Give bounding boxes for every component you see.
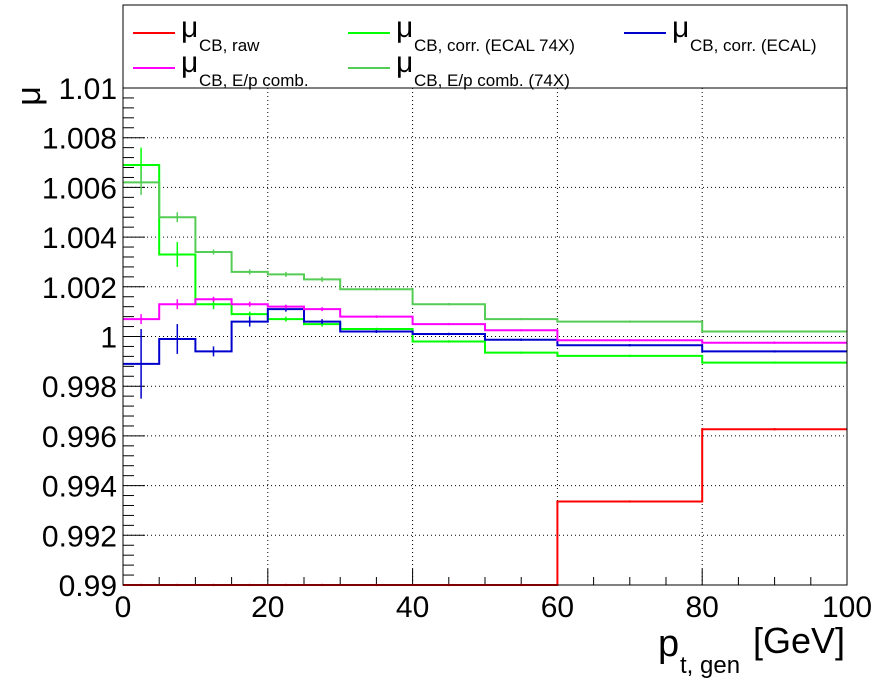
legend-box xyxy=(122,4,848,89)
x-axis-title-sub: t, gen xyxy=(680,652,740,679)
data-point xyxy=(773,361,776,364)
data-point xyxy=(212,250,215,254)
data-point xyxy=(320,320,324,323)
data-point xyxy=(375,288,378,291)
data-point xyxy=(628,343,631,347)
x-axis-title-main: p xyxy=(658,623,679,665)
data-point xyxy=(773,330,776,333)
data-point xyxy=(139,317,143,321)
y-tick-label: 1.004 xyxy=(42,222,117,255)
data-point xyxy=(375,330,378,333)
data-point xyxy=(773,350,776,353)
data-point xyxy=(176,337,179,341)
data-point xyxy=(320,307,324,311)
series-3 xyxy=(123,296,847,344)
legend-label-main: μ xyxy=(396,11,413,44)
x-axis-title-unit: [GeV] xyxy=(753,620,845,661)
data-point xyxy=(176,302,179,306)
data-point xyxy=(447,332,450,336)
legend-label-sub: CB, raw xyxy=(199,36,260,55)
data-point xyxy=(139,181,143,184)
data-point xyxy=(248,312,251,316)
y-tick-label: 1.008 xyxy=(42,123,117,156)
data-point xyxy=(773,427,776,431)
data-point xyxy=(176,253,179,256)
data-point xyxy=(447,340,450,343)
x-tick-label: 20 xyxy=(251,591,284,624)
data-point xyxy=(628,320,631,323)
series-4 xyxy=(123,170,847,333)
data-point xyxy=(212,350,215,353)
data-point xyxy=(176,216,179,219)
data-point xyxy=(320,278,324,281)
data-point xyxy=(447,302,450,306)
data-point xyxy=(139,163,143,167)
legend-label-sub: CB, corr. (ECAL) xyxy=(690,36,817,55)
data-point xyxy=(284,317,288,321)
data-point xyxy=(628,339,631,342)
x-tick-label: 40 xyxy=(396,591,429,624)
data-point xyxy=(447,322,450,326)
legend-label-sub: CB, E/p comb. (74X) xyxy=(414,71,570,90)
legend-label-main: μ xyxy=(396,46,413,79)
data-point xyxy=(248,270,251,274)
legend-label-main: μ xyxy=(181,11,198,44)
data-point xyxy=(212,298,215,301)
x-tick-label: 80 xyxy=(686,591,719,624)
y-tick-label: 0.996 xyxy=(42,421,117,454)
data-point xyxy=(520,338,523,341)
y-tick-label: 0.99 xyxy=(59,570,117,603)
data-point xyxy=(773,341,776,344)
y-tick-label: 0.992 xyxy=(42,520,117,553)
y-tick-label: 1 xyxy=(100,322,117,355)
data-point xyxy=(284,273,288,276)
x-axis-title: p t, gen [GeV] xyxy=(658,620,845,679)
y-tick-label: 0.998 xyxy=(42,371,117,404)
x-tick-label: 0 xyxy=(115,591,132,624)
legend-label-sub: CB, corr. (ECAL 74X) xyxy=(414,36,575,55)
data-point xyxy=(139,362,143,366)
x-tick-label: 60 xyxy=(541,591,574,624)
data-point xyxy=(628,354,631,358)
data-point xyxy=(628,500,631,503)
tick-labels: 0 20 40 60 80 100 0.99 0.992 0.994 0.996 0.998 1 1.0… xyxy=(42,73,872,624)
data-point xyxy=(375,327,378,331)
legend-label-sub: CB, E/p comb. xyxy=(199,71,309,90)
data-point xyxy=(284,305,288,308)
data-point xyxy=(520,317,523,321)
y-tick-label: 1.006 xyxy=(42,172,117,205)
y-tick-label: 1.01 xyxy=(59,73,117,106)
data-point xyxy=(375,315,378,318)
y-tick-label: 1.002 xyxy=(42,272,117,305)
data-point xyxy=(248,320,251,323)
data-point xyxy=(212,302,215,306)
legend-label-main: μ xyxy=(181,46,198,79)
data-point xyxy=(520,329,523,332)
y-tick-label: 0.994 xyxy=(42,471,117,504)
data-point xyxy=(248,302,251,306)
data-point xyxy=(520,351,523,354)
y-axis-title: μ xyxy=(10,86,48,106)
series-layer xyxy=(123,147,847,587)
x-tick-label: 100 xyxy=(822,591,872,624)
legend-label-main: μ xyxy=(672,11,689,44)
